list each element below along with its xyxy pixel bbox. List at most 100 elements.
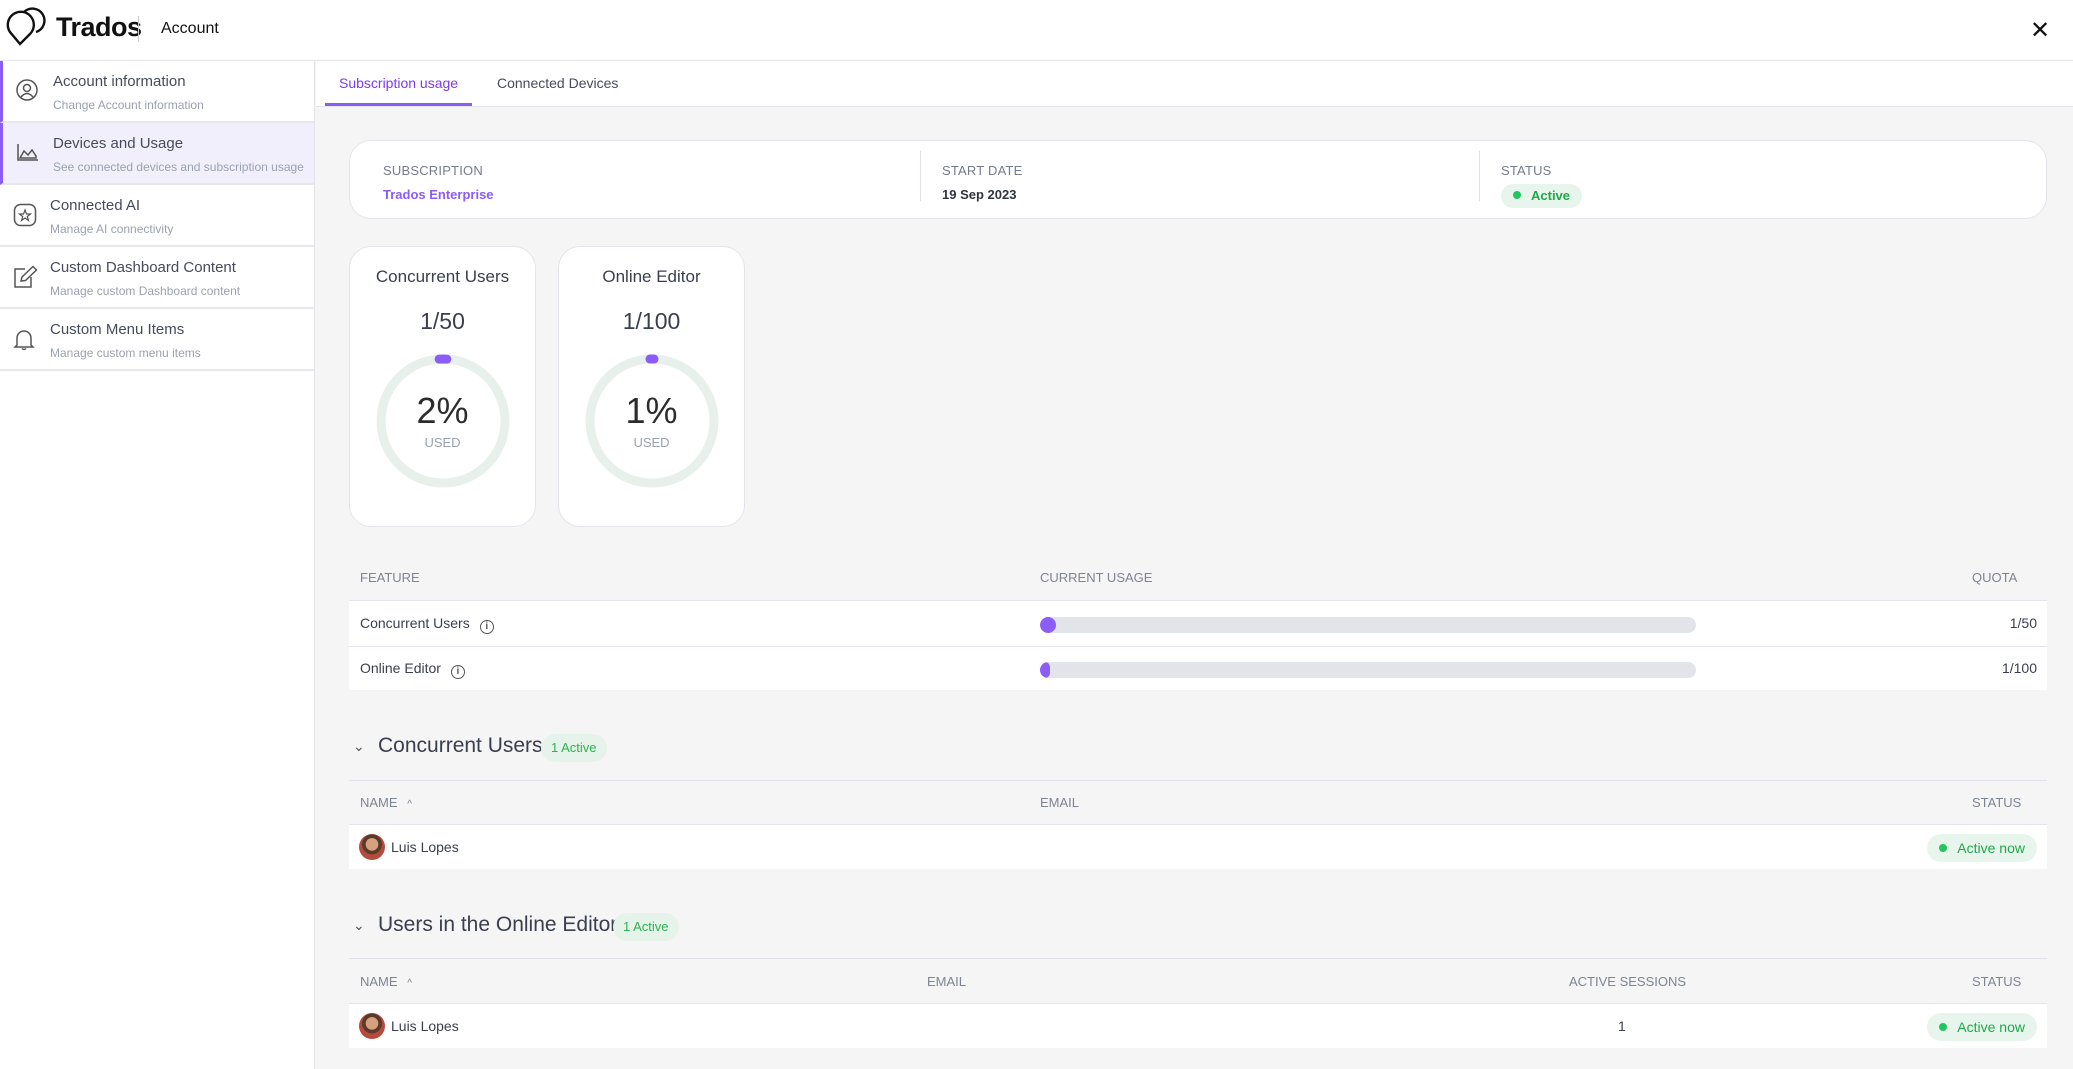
collapse-chevron-icon[interactable]: ⌄ xyxy=(353,738,365,754)
status-text: Active now xyxy=(1957,1019,2025,1035)
status-text: Active xyxy=(1531,188,1571,203)
sidebar-item-custom-menu-items[interactable]: Custom Menu Items Manage custom menu ite… xyxy=(0,309,314,371)
sidebar-item-subtitle: Manage AI connectivity xyxy=(50,222,174,236)
brand-name: Trados xyxy=(56,12,142,42)
active-sessions-count: 1 xyxy=(1618,1018,1626,1034)
usage-progress-bar xyxy=(1040,617,1696,633)
sidebar-item-connected-ai[interactable]: Connected AI Manage AI connectivity xyxy=(0,185,314,247)
gauge-fill xyxy=(585,354,719,488)
gauge-percent: 2% xyxy=(416,390,469,431)
start-date-label: START DATE xyxy=(942,163,1023,178)
avatar xyxy=(359,834,385,860)
sidebar-item-title: Devices and Usage xyxy=(53,135,184,152)
avatar xyxy=(359,1013,385,1039)
feature-name: Concurrent Users i xyxy=(360,615,494,634)
sort-ascending-icon[interactable]: ^ xyxy=(407,978,412,989)
gauge-ratio: 1/100 xyxy=(622,308,681,334)
ai-star-icon xyxy=(13,203,37,227)
gauge-fill xyxy=(376,354,510,488)
section-title-online-editor-users: Users in the Online Editor xyxy=(378,913,618,936)
feature-name: Online Editor i xyxy=(360,660,465,679)
sidebar-item-subtitle: See connected devices and subscription u… xyxy=(53,160,304,174)
active-count-badge: 1 Active xyxy=(541,734,607,762)
status-badge: Active now xyxy=(1927,834,2037,862)
gauge-card-concurrent-users: Concurrent Users 1/50 2% USED xyxy=(349,246,536,527)
column-header-email: EMAIL xyxy=(1040,795,1080,810)
sort-ascending-icon[interactable]: ^ xyxy=(407,799,412,810)
gauge-ring xyxy=(585,354,719,488)
status-text: Active now xyxy=(1957,840,2025,856)
name-header-label: NAME xyxy=(360,795,398,810)
sidebar-item-title: Custom Menu Items xyxy=(50,321,185,338)
status-dot-icon xyxy=(1513,191,1521,199)
status-dot-icon xyxy=(1939,844,1948,852)
info-icon[interactable]: i xyxy=(450,665,465,679)
sidebar-item-title: Account information xyxy=(53,73,186,90)
sidebar-item-subtitle: Change Account information xyxy=(53,98,204,112)
sidebar-item-devices-and-usage[interactable]: Devices and Usage See connected devices … xyxy=(0,123,314,185)
column-header-status: STATUS xyxy=(1972,795,2022,810)
sidebar-item-title: Connected AI xyxy=(50,197,141,214)
column-header-current-usage: CURRENT USAGE xyxy=(1040,570,1153,585)
status-label: STATUS xyxy=(1501,163,1552,178)
sidebar: Account information Change Account infor… xyxy=(0,61,315,1069)
edit-icon xyxy=(14,265,38,288)
table-row: Luis Lopes Active now xyxy=(349,824,2047,869)
tab-bar: Subscription usage Connected Devices xyxy=(316,61,2073,107)
active-count-badge: 1 Active xyxy=(613,913,679,941)
gauge-percent: 1% xyxy=(625,390,678,431)
status-badge: Active now xyxy=(1927,1013,2037,1041)
quota-value: 1/50 xyxy=(2009,615,2037,631)
table-row: Concurrent Users i 1/50 xyxy=(349,600,2047,646)
close-icon[interactable]: ✕ xyxy=(2030,17,2051,44)
gauge-ring xyxy=(376,354,510,488)
usage-progress-fill xyxy=(1040,662,1050,678)
usage-progress-bar xyxy=(1040,662,1696,678)
bell-icon xyxy=(13,330,35,351)
column-header-status: STATUS xyxy=(1972,974,2022,989)
column-divider xyxy=(1479,151,1480,201)
info-icon[interactable]: i xyxy=(479,620,494,634)
user-name: Luis Lopes xyxy=(391,839,459,855)
tab-connected-devices[interactable]: Connected Devices xyxy=(497,75,619,91)
status-badge: Active xyxy=(1501,184,1583,208)
sidebar-item-account-information[interactable]: Account information Change Account infor… xyxy=(0,61,314,123)
sidebar-item-subtitle: Manage custom Dashboard content xyxy=(50,284,241,298)
column-header-name[interactable]: NAME ^ xyxy=(360,795,412,810)
column-header-email: EMAIL xyxy=(927,974,967,989)
column-header-name[interactable]: NAME ^ xyxy=(360,974,412,989)
collapse-chevron-icon[interactable]: ⌄ xyxy=(353,917,365,933)
gauge-card-online-editor: Online Editor 1/100 1% USED xyxy=(558,246,745,527)
sidebar-item-title: Custom Dashboard Content xyxy=(50,259,236,276)
quota-value: 1/100 xyxy=(2001,660,2037,676)
name-header-label: NAME xyxy=(360,974,398,989)
start-date-value: 19 Sep 2023 xyxy=(942,187,1017,202)
column-header-quota: QUOTA xyxy=(1972,570,2018,585)
user-name: Luis Lopes xyxy=(391,1018,459,1034)
column-header-feature: FEATURE xyxy=(360,570,420,585)
divider xyxy=(349,958,2047,959)
sidebar-item-custom-dashboard-content[interactable]: Custom Dashboard Content Manage custom D… xyxy=(0,247,314,309)
trados-logo-icon xyxy=(6,7,46,46)
area-chart-icon xyxy=(17,144,38,161)
table-row: Online Editor i 1/100 xyxy=(349,646,2047,690)
tab-subscription-usage[interactable]: Subscription usage xyxy=(325,61,473,106)
usage-progress-fill xyxy=(1040,617,1056,633)
subscription-value: Trados Enterprise xyxy=(383,187,494,202)
page-section-title: Account xyxy=(161,20,219,37)
app-header: Trados Account ✕ xyxy=(0,0,2073,61)
header-divider xyxy=(138,16,139,42)
subscription-label: SUBSCRIPTION xyxy=(383,163,483,178)
gauge-title: Online Editor xyxy=(602,267,701,286)
status-dot-icon xyxy=(1939,1023,1948,1031)
column-divider xyxy=(920,151,921,201)
divider xyxy=(349,780,2047,781)
user-circle-icon xyxy=(16,79,38,101)
sidebar-item-subtitle: Manage custom menu items xyxy=(50,346,201,360)
gauge-ratio: 1/50 xyxy=(420,308,465,334)
gauge-used-label: USED xyxy=(424,435,461,450)
feature-label: Online Editor xyxy=(360,660,441,676)
section-title-concurrent-users: Concurrent Users xyxy=(378,734,543,757)
feature-label: Concurrent Users xyxy=(360,615,470,631)
gauge-used-label: USED xyxy=(633,435,670,450)
